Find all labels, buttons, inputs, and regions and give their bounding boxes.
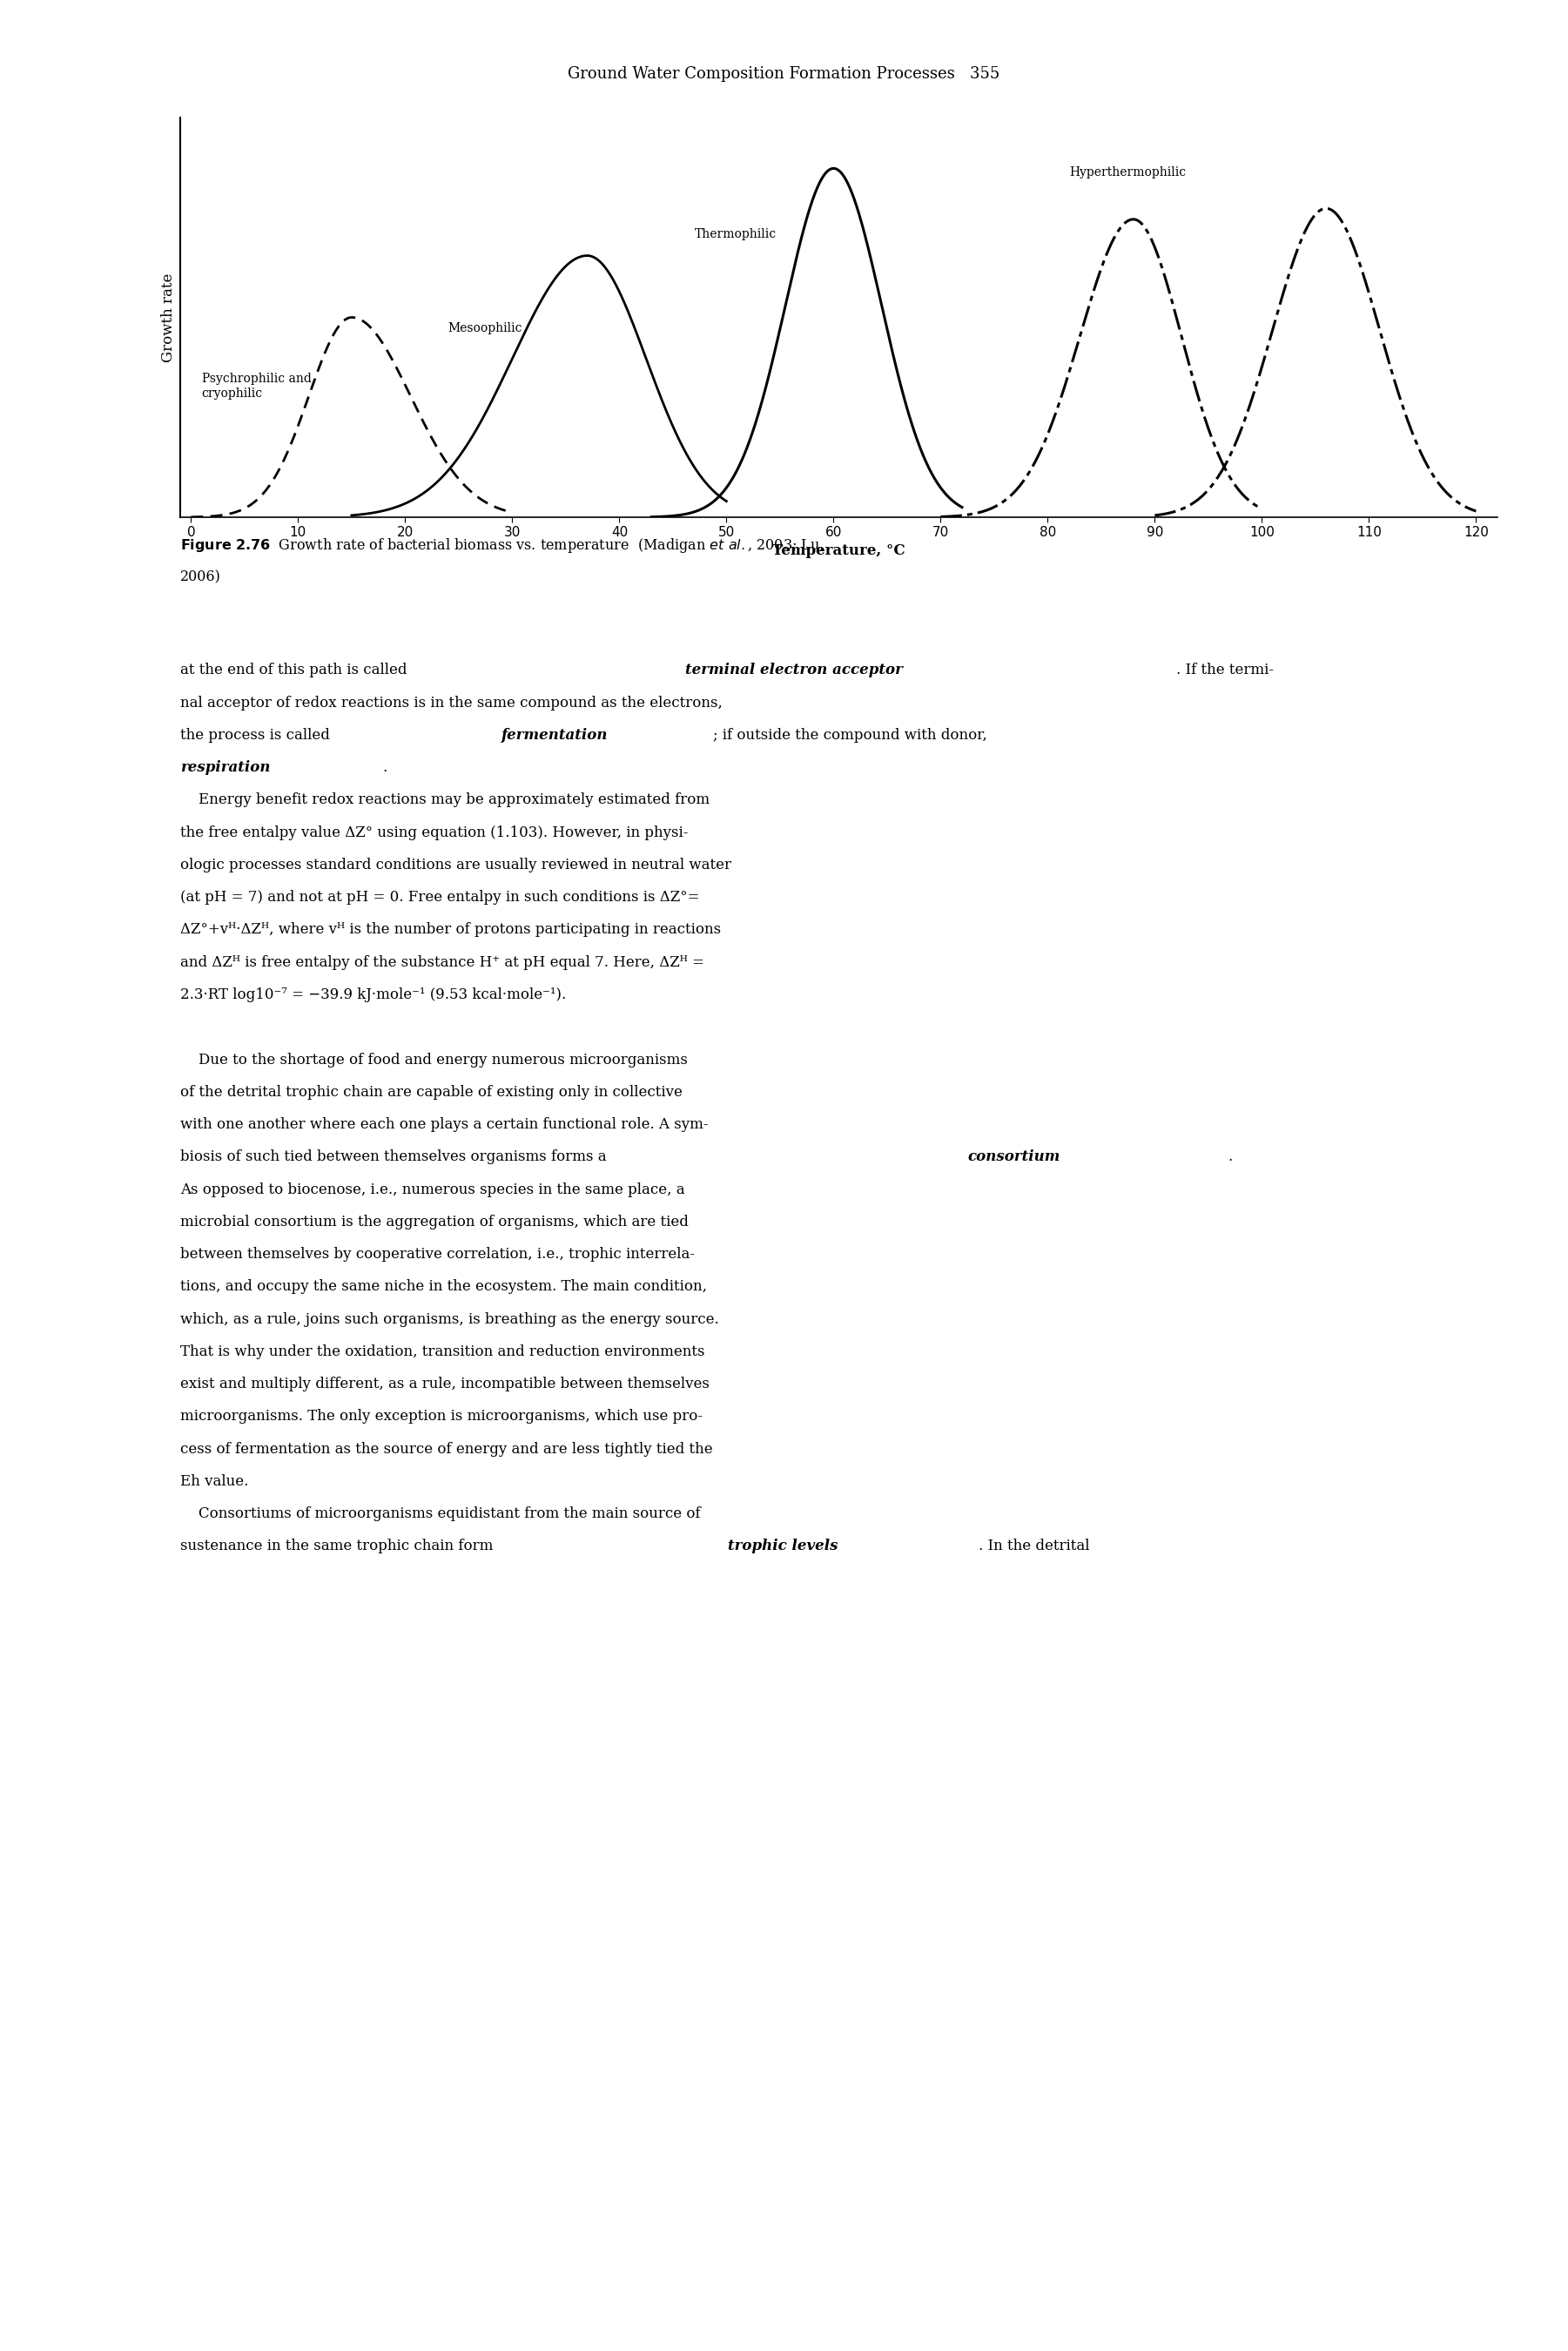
Text: exist and multiply different, as a rule, incompatible between themselves: exist and multiply different, as a rule,… [180, 1378, 710, 1392]
Text: $\mathbf{Figure\ 2.76}$  Growth rate of bacterial biomass vs. temperature  (Madi: $\mathbf{Figure\ 2.76}$ Growth rate of b… [180, 536, 823, 555]
Text: Eh value.: Eh value. [180, 1474, 249, 1488]
Text: (at pH = 7) and not at pH = 0. Free entalpy in such conditions is ΔZ°=: (at pH = 7) and not at pH = 0. Free enta… [180, 891, 699, 905]
Text: and ΔZᴴ is free entalpy of the substance H⁺ at pH equal 7. Here, ΔZᴴ =: and ΔZᴴ is free entalpy of the substance… [180, 955, 704, 969]
Text: Mesoophilic: Mesoophilic [448, 322, 522, 334]
Text: tions, and occupy the same niche in the ecosystem. The main condition,: tions, and occupy the same niche in the … [180, 1279, 707, 1293]
Text: between themselves by cooperative correlation, i.e., trophic interrela-: between themselves by cooperative correl… [180, 1246, 695, 1262]
Text: Energy benefit redox reactions may be approximately estimated from: Energy benefit redox reactions may be ap… [180, 792, 710, 806]
Text: . In the detrital: . In the detrital [978, 1540, 1090, 1554]
Text: trophic levels: trophic levels [728, 1540, 837, 1554]
Text: microorganisms. The only exception is microorganisms, which use pro-: microorganisms. The only exception is mi… [180, 1408, 702, 1425]
Text: Thermophilic: Thermophilic [695, 228, 776, 240]
Text: Psychrophilic and
cryophilic: Psychrophilic and cryophilic [202, 374, 312, 400]
Text: consortium: consortium [967, 1150, 1060, 1164]
Text: respiration: respiration [180, 759, 270, 776]
Text: the process is called: the process is called [180, 729, 334, 743]
Text: . If the termi-: . If the termi- [1176, 663, 1273, 677]
Text: ; if outside the compound with donor,: ; if outside the compound with donor, [713, 729, 988, 743]
Text: the free entalpy value ΔZ° using equation (1.103). However, in physi-: the free entalpy value ΔZ° using equatio… [180, 825, 688, 839]
Text: .: . [383, 759, 387, 776]
Text: ΔZ°+vᴴ·ΔZᴴ, where vᴴ is the number of protons participating in reactions: ΔZ°+vᴴ·ΔZᴴ, where vᴴ is the number of pr… [180, 922, 721, 938]
Text: sustenance in the same trophic chain form: sustenance in the same trophic chain for… [180, 1540, 497, 1554]
Text: ologic processes standard conditions are usually reviewed in neutral water: ologic processes standard conditions are… [180, 858, 731, 872]
Text: microbial consortium is the aggregation of organisms, which are tied: microbial consortium is the aggregation … [180, 1215, 688, 1230]
Text: Consortiums of microorganisms equidistant from the main source of: Consortiums of microorganisms equidistan… [180, 1507, 701, 1521]
Text: nal acceptor of redox reactions is in the same compound as the electrons,: nal acceptor of redox reactions is in th… [180, 696, 723, 710]
Text: .: . [1228, 1150, 1232, 1164]
Text: with one another where each one plays a certain functional role. A sym-: with one another where each one plays a … [180, 1117, 709, 1131]
X-axis label: Temperature, °C: Temperature, °C [773, 543, 905, 560]
Text: biosis of such tied between themselves organisms forms a: biosis of such tied between themselves o… [180, 1150, 612, 1164]
Text: of the detrital trophic chain are capable of existing only in collective: of the detrital trophic chain are capabl… [180, 1084, 682, 1100]
Text: Hyperthermophilic: Hyperthermophilic [1069, 167, 1185, 179]
Text: which, as a rule, joins such organisms, is breathing as the energy source.: which, as a rule, joins such organisms, … [180, 1312, 720, 1326]
Text: fermentation: fermentation [502, 729, 608, 743]
Text: terminal electron acceptor: terminal electron acceptor [685, 663, 903, 677]
Text: at the end of this path is called: at the end of this path is called [180, 663, 412, 677]
Y-axis label: Growth rate: Growth rate [160, 273, 176, 362]
Text: 2.3·RT log10⁻⁷ = −39.9 kJ·mole⁻¹ (9.53 kcal·mole⁻¹).: 2.3·RT log10⁻⁷ = −39.9 kJ·mole⁻¹ (9.53 k… [180, 987, 566, 1002]
Text: 2006): 2006) [180, 569, 221, 585]
Text: Ground Water Composition Formation Processes   355: Ground Water Composition Formation Proce… [568, 66, 1000, 82]
Text: Due to the shortage of food and energy numerous microorganisms: Due to the shortage of food and energy n… [180, 1053, 688, 1067]
Text: That is why under the oxidation, transition and reduction environments: That is why under the oxidation, transit… [180, 1345, 706, 1359]
Text: cess of fermentation as the source of energy and are less tightly tied the: cess of fermentation as the source of en… [180, 1441, 713, 1455]
Text: As opposed to biocenose, i.e., numerous species in the same place, a: As opposed to biocenose, i.e., numerous … [180, 1183, 685, 1197]
